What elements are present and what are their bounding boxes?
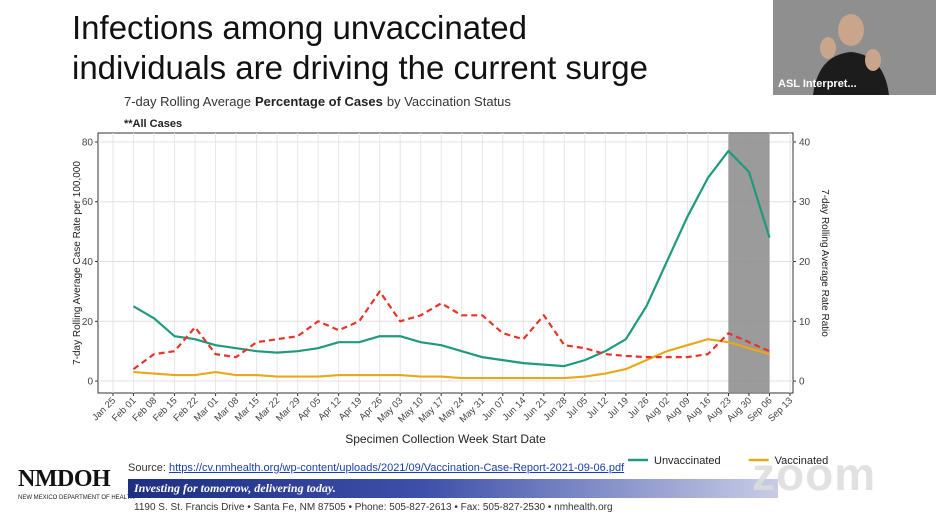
title-part: Percentage of Cases	[254, 94, 383, 109]
y2-tick-label: 20	[799, 257, 811, 268]
chart-title: 7-day Rolling Average Percentage of Case…	[124, 94, 511, 109]
y2-tick-label: 30	[799, 197, 811, 208]
source-label: Source:	[128, 462, 166, 474]
title-line: Infections among unvaccinated	[72, 9, 527, 46]
x-axis-label: Specimen Collection Week Start Date	[345, 432, 546, 446]
video-person	[773, 0, 936, 95]
y2-axis-label: 7-day Rolling Average Rate Ratio	[819, 189, 830, 337]
slide-title: Infections among unvaccinated individual…	[72, 8, 648, 88]
x-tick-label: Jul 05	[564, 395, 590, 421]
highlight-region	[728, 133, 770, 393]
y-tick-label: 0	[87, 377, 93, 388]
plot-panel	[97, 132, 794, 394]
department: NEW MEXICO DEPARTMENT OF HEALTH	[18, 495, 135, 501]
y-axis-label: 7-day Rolling Average Case Rate per 100,…	[72, 161, 83, 365]
address: 1190 S. St. Francis Drive • Santa Fe, NM…	[134, 502, 613, 513]
series-line	[133, 338, 770, 380]
x-tick-label: Jul 19	[605, 395, 631, 421]
source-link[interactable]: https://cv.nmhealth.org/wp-content/uploa…	[168, 462, 625, 474]
y-tick-label: 80	[82, 137, 94, 148]
y-tick-label: 20	[82, 317, 94, 328]
title-part: 7-day Rolling Average	[124, 94, 251, 109]
watermark: zoom	[752, 448, 877, 500]
title-line: individuals are driving the current surg…	[72, 49, 648, 86]
annotation: **All Cases	[124, 118, 183, 130]
y-tick-label: 60	[82, 197, 94, 208]
series-line	[132, 149, 771, 368]
y2-tick-label: 10	[799, 317, 811, 328]
legend-label: Vaccinated	[775, 455, 829, 467]
y2-tick-label: 0	[799, 377, 805, 388]
source: Source: https://cv.nmhealth.org/wp-conte…	[128, 462, 624, 474]
x-tick-label: Jun 28	[542, 395, 570, 423]
x-tick-label: Jul 12	[585, 395, 611, 421]
legend-label: Unvaccinated	[654, 455, 721, 467]
y2-tick-label: 40	[799, 137, 811, 148]
tagline-band: Investing for tomorrow, delivering today…	[128, 479, 778, 498]
video-label: ASL Interpret...	[778, 78, 857, 90]
y-tick-label: 40	[82, 257, 94, 268]
tagline: Investing for tomorrow, delivering today…	[134, 481, 336, 495]
title-part: by Vaccination Status	[386, 94, 511, 109]
logo: NMDOH	[18, 466, 111, 492]
video-tile[interactable]: ASL Interpret...	[773, 0, 936, 95]
